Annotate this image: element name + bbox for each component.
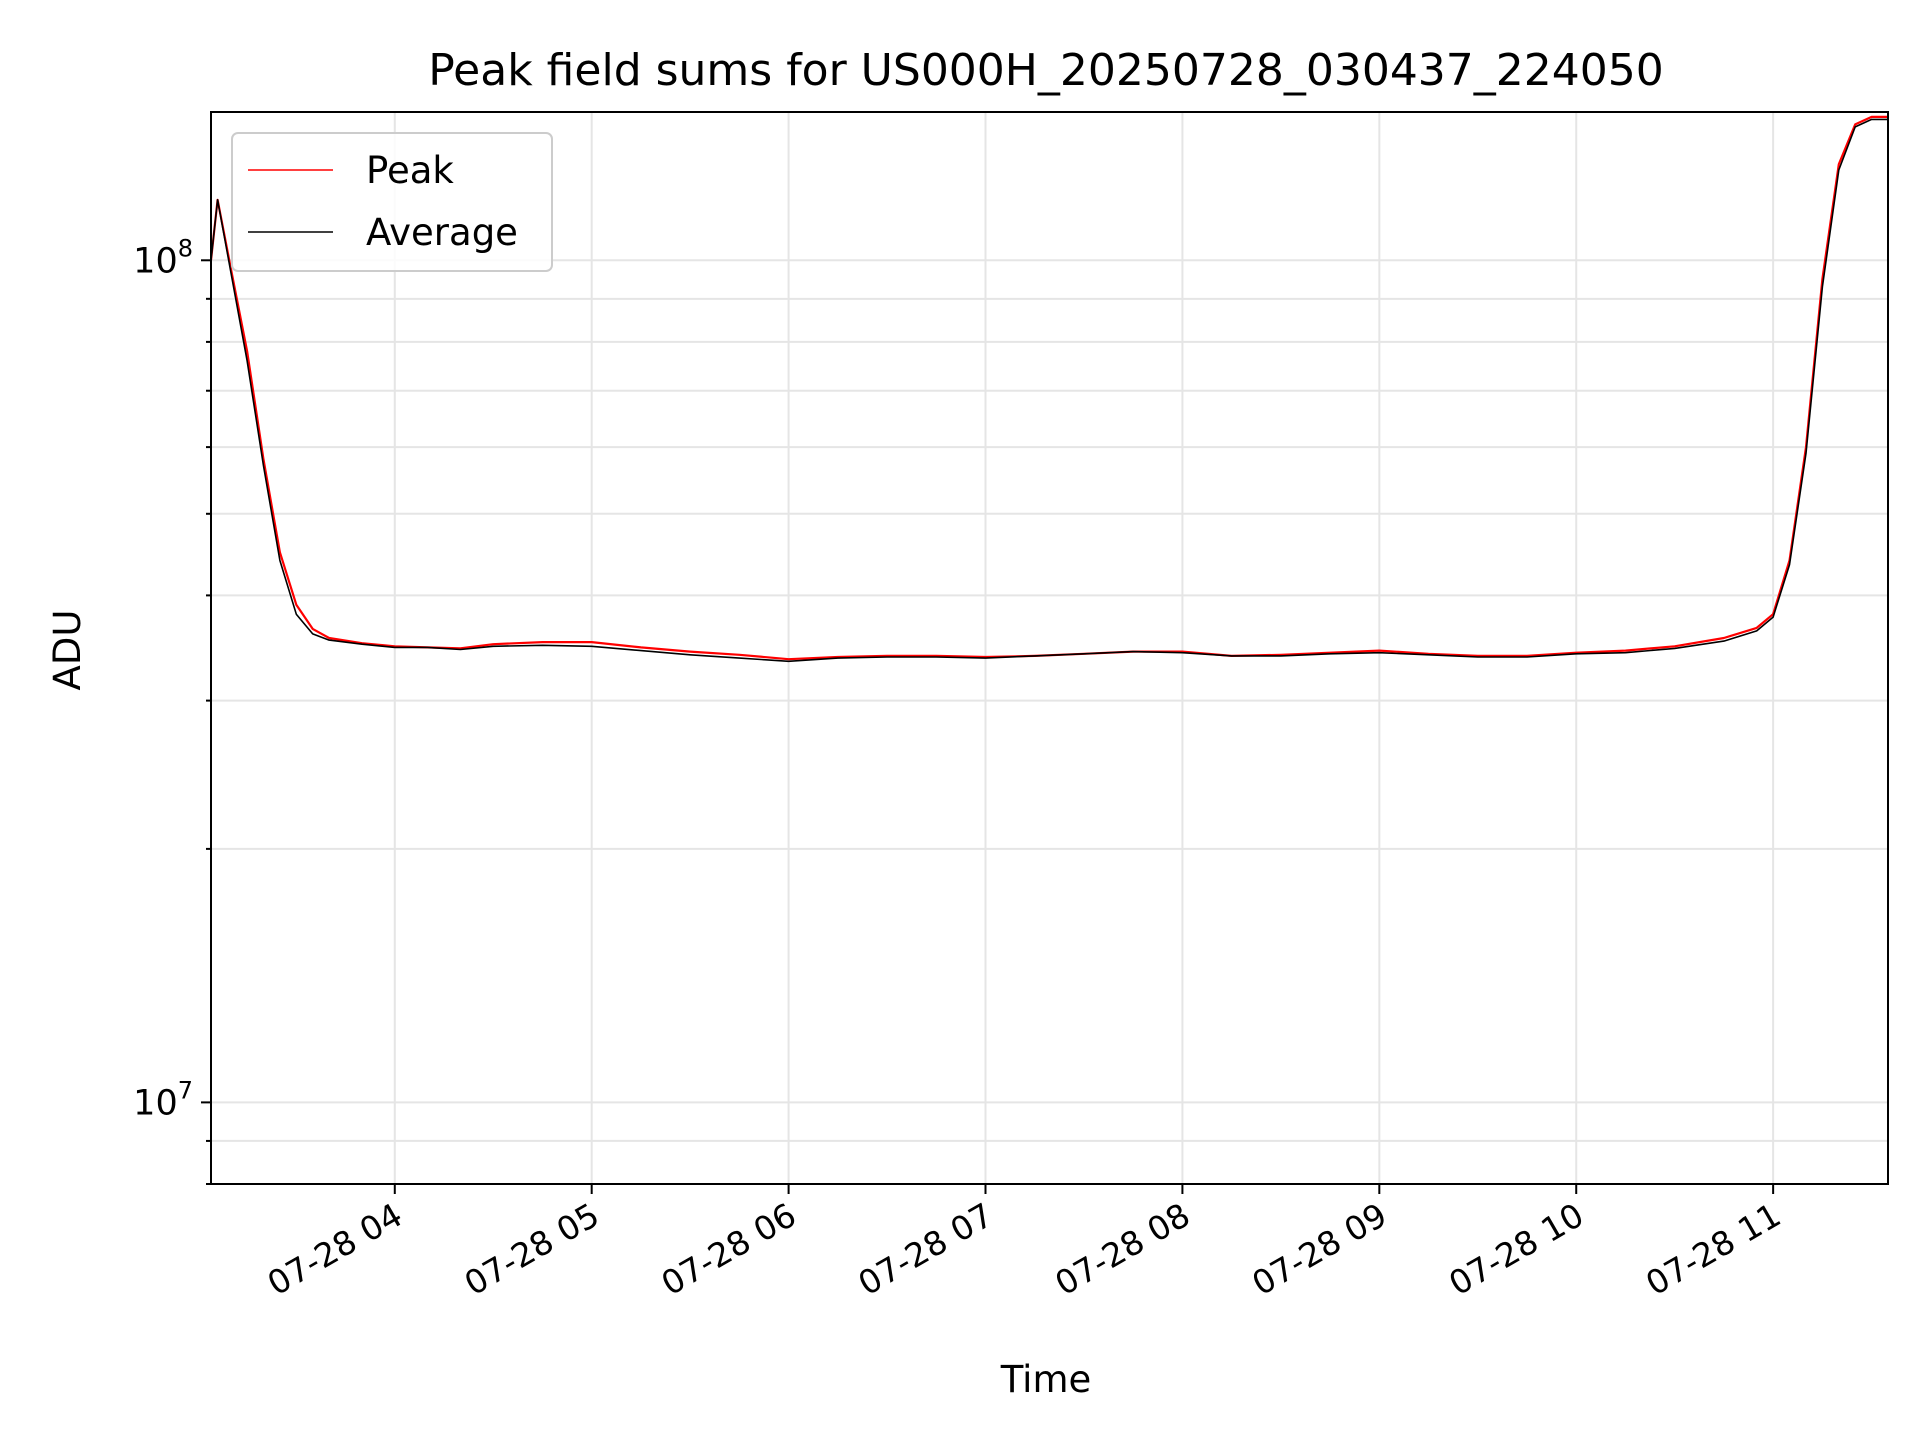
legend-label-average: Average bbox=[366, 211, 518, 254]
y-tick-label: 108 bbox=[133, 234, 193, 281]
x-axis-label: Time bbox=[1000, 1358, 1092, 1401]
legend-label-peak: Peak bbox=[366, 149, 454, 192]
chart-title: Peak field sums for US000H_20250728_0304… bbox=[428, 45, 1664, 96]
y-axis-ticks: 107 108 bbox=[133, 234, 211, 1185]
plot-series bbox=[209, 115, 1888, 663]
series-line-average bbox=[210, 118, 1888, 663]
y-axis-label: ADU bbox=[46, 610, 89, 691]
legend: Peak Average bbox=[231, 132, 553, 272]
y-tick-label: 107 bbox=[133, 1076, 193, 1123]
plot-frame bbox=[210, 111, 1889, 1185]
legend-box bbox=[231, 132, 553, 272]
